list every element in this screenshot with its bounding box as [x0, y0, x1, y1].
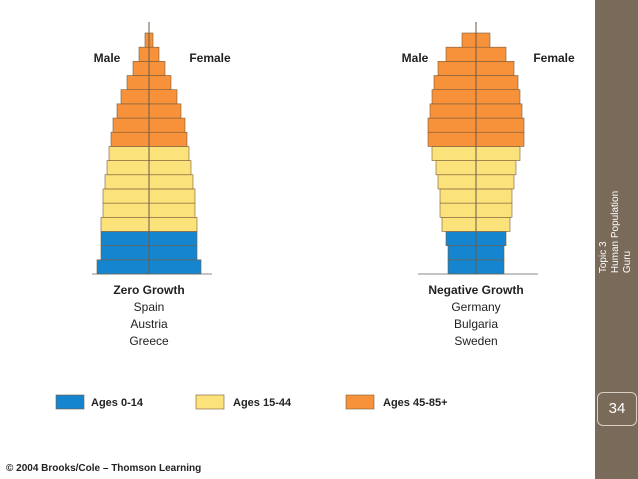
bar-male-35-39	[106, 160, 150, 176]
bar-male-70-74	[132, 61, 150, 76]
bar-female-40-44	[148, 146, 190, 161]
sidebar-text: Topic 3 Human Population Guru	[598, 191, 634, 273]
author-label: Guru	[622, 250, 633, 274]
sidebar	[595, 0, 638, 479]
bar-female-5-9	[475, 245, 505, 261]
example-country: Germany	[451, 300, 500, 314]
bar-male-30-34	[104, 174, 150, 190]
bar-male-25-29	[439, 188, 477, 204]
example-country: Austria	[130, 317, 168, 331]
bar-female-10-14	[475, 231, 507, 246]
bar-male-20-24	[102, 202, 150, 218]
bar-female-20-24	[475, 202, 513, 218]
bar-female-40-44	[475, 146, 521, 161]
bar-female-80-85+	[148, 32, 154, 48]
bar-female-50-54	[475, 117, 525, 133]
bar-female-45-49	[475, 131, 525, 147]
bar-male-15-19	[441, 216, 477, 232]
bar-female-55-59	[148, 103, 182, 119]
legend-label: Ages 0-14	[91, 397, 144, 409]
bar-male-5-9	[100, 245, 150, 261]
bar-female-70-74	[475, 61, 515, 76]
bar-male-25-29	[102, 188, 150, 204]
bar-female-15-19	[475, 216, 511, 232]
bar-male-40-44	[108, 146, 150, 161]
bar-male-10-14	[100, 231, 150, 246]
bar-female-35-39	[148, 160, 192, 176]
male-label: Male	[402, 51, 429, 65]
bar-female-30-34	[475, 174, 515, 190]
bar-male-75-79	[445, 46, 477, 62]
bar-male-15-19	[100, 216, 150, 232]
bar-female-15-19	[148, 216, 198, 232]
bar-female-75-79	[148, 46, 160, 62]
example-country: Greece	[129, 334, 169, 348]
topic-title: Human Population	[610, 190, 621, 274]
bar-male-80-85+	[144, 32, 150, 48]
bar-male-50-54	[427, 117, 477, 133]
bar-female-25-29	[148, 188, 196, 204]
bar-male-20-24	[439, 202, 477, 218]
copyright-text: © 2004 Brooks/Cole – Thomson Learning	[6, 463, 201, 474]
bar-male-80-85+	[461, 32, 477, 48]
bar-female-75-79	[475, 46, 507, 62]
pyramid-title: Negative Growth	[428, 283, 523, 297]
bar-female-60-64	[148, 89, 178, 105]
legend-swatch	[345, 394, 375, 410]
bar-male-45-49	[110, 131, 150, 147]
bar-male-55-59	[429, 103, 477, 119]
bar-female-55-59	[475, 103, 523, 119]
bar-female-0-4	[475, 259, 505, 275]
female-label: Female	[533, 51, 575, 65]
bar-male-60-64	[120, 89, 150, 105]
bar-male-55-59	[116, 103, 150, 119]
pyramid-title: Zero Growth	[113, 283, 184, 297]
bar-male-35-39	[435, 160, 477, 176]
bar-female-10-14	[148, 231, 198, 246]
page-number: 34	[597, 392, 637, 426]
bar-female-60-64	[475, 89, 521, 105]
legend-label: Ages 45-85+	[383, 397, 448, 409]
bar-female-5-9	[148, 245, 198, 261]
topic-label: Topic 3	[598, 241, 609, 274]
bar-male-10-14	[445, 231, 477, 246]
bar-male-65-69	[126, 75, 150, 91]
bar-female-30-34	[148, 174, 194, 190]
example-country: Sweden	[454, 334, 497, 348]
bar-female-70-74	[148, 61, 166, 76]
bar-female-80-85+	[475, 32, 491, 48]
bar-female-35-39	[475, 160, 517, 176]
bar-male-40-44	[431, 146, 477, 161]
bar-male-0-4	[447, 259, 477, 275]
bar-female-65-69	[148, 75, 172, 91]
bar-male-5-9	[447, 245, 477, 261]
bar-male-65-69	[433, 75, 477, 91]
example-country: Spain	[134, 300, 165, 314]
bar-male-50-54	[112, 117, 150, 133]
example-country: Bulgaria	[454, 317, 498, 331]
bar-male-0-4	[96, 259, 150, 275]
bar-male-60-64	[431, 89, 477, 105]
bar-male-70-74	[437, 61, 477, 76]
bar-female-65-69	[475, 75, 519, 91]
bar-female-0-4	[148, 259, 202, 275]
bar-male-75-79	[138, 46, 150, 62]
population-pyramids: © 2004 Brooks/Cole – Thomson Learning Ma…	[6, 22, 575, 474]
bar-female-45-49	[148, 131, 188, 147]
bar-male-45-49	[427, 131, 477, 147]
bar-female-25-29	[475, 188, 513, 204]
legend-swatch	[55, 394, 85, 410]
legend-label: Ages 15-44	[233, 397, 292, 409]
bar-female-20-24	[148, 202, 196, 218]
legend-swatch	[195, 394, 225, 410]
male-label: Male	[94, 51, 121, 65]
female-label: Female	[189, 51, 231, 65]
bar-female-50-54	[148, 117, 186, 133]
bar-male-30-34	[437, 174, 477, 190]
